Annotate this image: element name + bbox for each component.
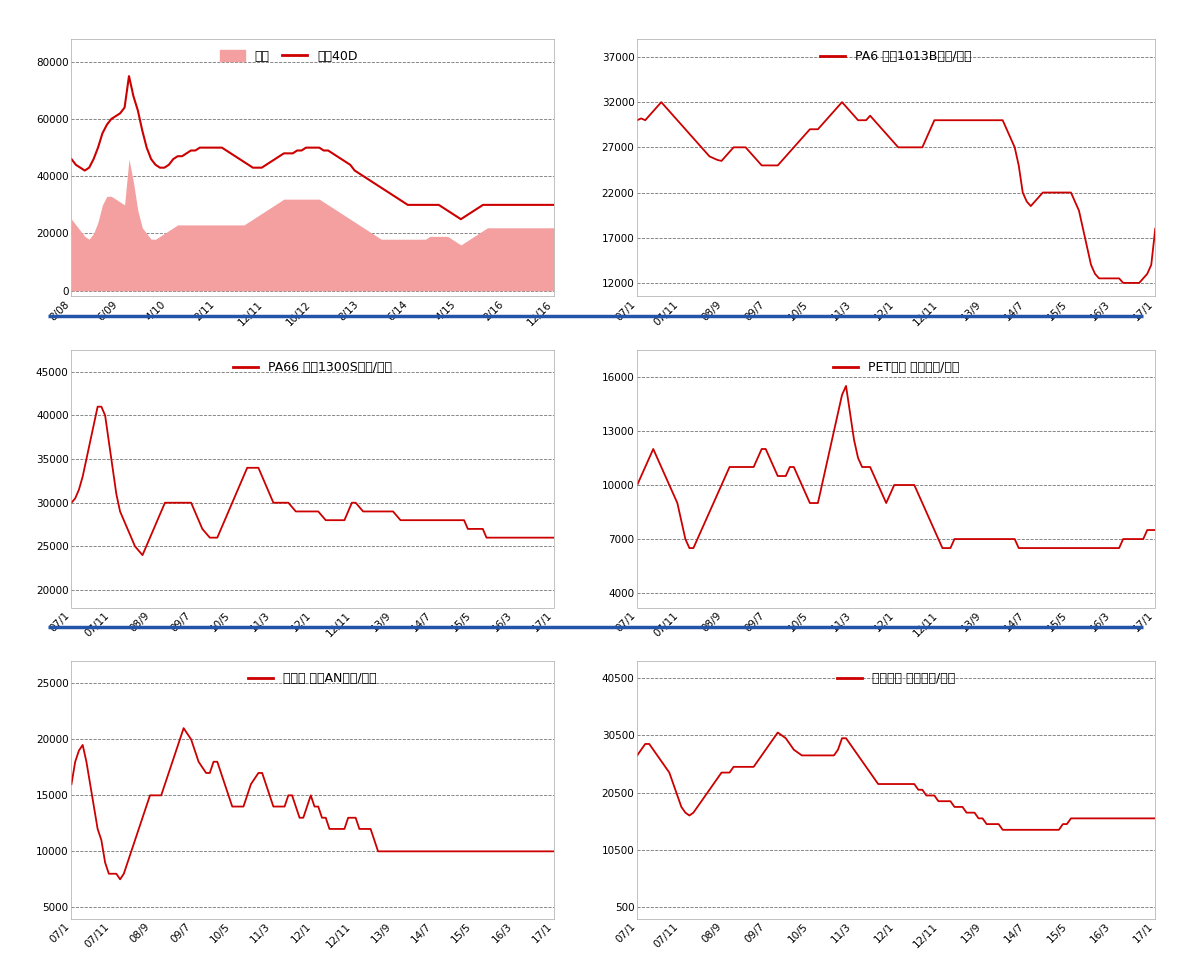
Legend: PET切片 华东（元/吨）: PET切片 华东（元/吨） (828, 356, 965, 379)
Legend: 锦纶切片 华东（元/吨）: 锦纶切片 华东（元/吨） (833, 667, 960, 690)
Legend: PA66 华东1300S（元/吨）: PA66 华东1300S（元/吨） (229, 356, 397, 379)
Legend: 丙烯腼 华东AN（元/吨）: 丙烯腼 华东AN（元/吨） (243, 667, 382, 690)
Legend: 价差, 氨纶40D: 价差, 氨纶40D (214, 45, 362, 68)
Legend: PA6 华东1013B（元/吨）: PA6 华东1013B（元/吨） (816, 45, 977, 68)
